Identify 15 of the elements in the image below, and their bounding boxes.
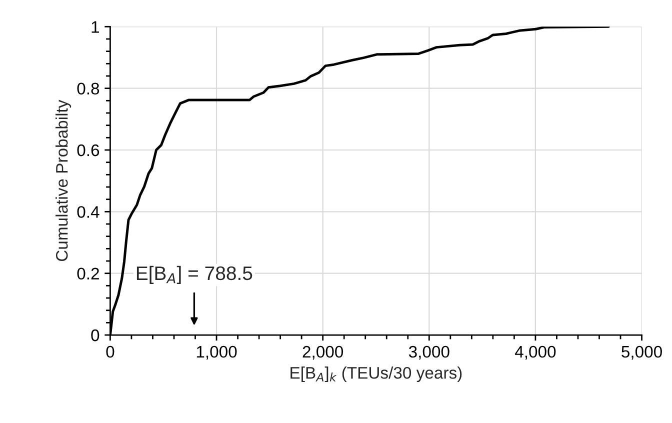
y-tick-label: 0.4: [77, 206, 100, 218]
y-tick-label: 0.2: [77, 268, 99, 280]
y-tick-label: 0.8: [77, 82, 100, 95]
x-tick-label: 4,000: [514, 346, 556, 360]
annotation: E[B$_{A}$] = 788.5: [136, 266, 252, 284]
x-tick-label: 1,000: [196, 346, 237, 360]
x-tick-label: 2,000: [302, 346, 344, 360]
x-tick-label: 0: [106, 346, 114, 358]
y-tick-label: 1: [92, 21, 99, 33]
x-tick-label: 5,000: [622, 346, 662, 360]
y-tick-label: 0.6: [77, 144, 100, 156]
y-axis-title: Cumulative Probabilty: [56, 100, 72, 262]
x-tick-label: 3,000: [408, 346, 450, 360]
y-tick-label: 0: [91, 329, 100, 342]
x-axis-title: E[B$_{A}$]$_{k}$ (TEUs/30 years): [290, 366, 462, 382]
